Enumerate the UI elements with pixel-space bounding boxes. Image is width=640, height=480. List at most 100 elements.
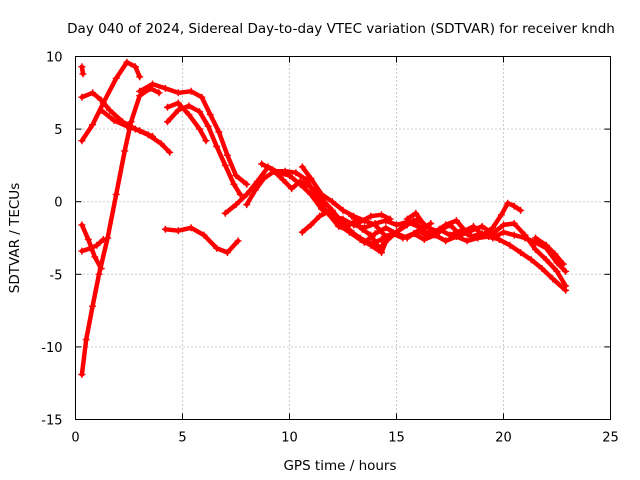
data-point: [378, 236, 385, 243]
data-point: [91, 253, 99, 261]
y-tick-label: -10: [41, 341, 62, 356]
series-track-9: [164, 102, 244, 198]
data-point: [78, 371, 86, 378]
series-line: [300, 209, 433, 251]
data-point: [84, 236, 92, 243]
data-point: [243, 180, 251, 188]
data-point: [378, 249, 385, 256]
data-point: [123, 58, 131, 66]
data-point: [307, 175, 315, 182]
data-point: [78, 247, 86, 255]
series-track-11: [161, 224, 242, 256]
data-point: [324, 208, 332, 216]
data-point: [97, 265, 105, 272]
data-point: [307, 221, 315, 229]
data-point: [418, 225, 426, 233]
data-point: [78, 221, 86, 229]
data-point: [358, 225, 366, 233]
data-point: [243, 190, 251, 198]
data-point: [495, 236, 503, 243]
data-point: [457, 231, 465, 239]
series-line: [259, 161, 568, 289]
data-point: [538, 265, 546, 272]
data-point: [367, 231, 375, 239]
data-point: [187, 87, 195, 95]
data-point: [427, 220, 435, 227]
data-point: [296, 177, 304, 185]
y-tick-label: 0: [54, 196, 62, 211]
y-tick-label: 10: [46, 51, 63, 66]
data-point: [110, 116, 118, 124]
data-point: [127, 118, 135, 126]
data-point: [553, 267, 561, 275]
data-point: [79, 70, 87, 78]
data-point: [149, 132, 156, 140]
data-point: [236, 190, 244, 198]
data-point: [196, 108, 204, 116]
data-point: [442, 221, 450, 229]
data-point: [510, 231, 518, 239]
data-point: [174, 89, 182, 97]
data-point: [500, 228, 507, 236]
series-line: [137, 81, 249, 187]
data-point: [510, 202, 518, 210]
data-point: [136, 87, 144, 95]
data-point: [348, 212, 356, 220]
data-point: [521, 231, 529, 239]
data-point: [403, 215, 411, 223]
data-point: [202, 137, 210, 145]
data-point: [149, 80, 156, 88]
data-point: [234, 237, 242, 245]
data-point: [251, 186, 259, 194]
data-point: [196, 125, 204, 133]
data-point: [414, 227, 422, 235]
data-point: [356, 218, 364, 226]
series-track-6: [78, 236, 107, 255]
data-point: [328, 198, 336, 206]
data-point: [562, 267, 570, 275]
series-track-17: [335, 221, 392, 256]
data-point: [78, 63, 86, 71]
series-track-19: [403, 199, 525, 239]
data-point: [213, 143, 221, 150]
data-point: [243, 201, 251, 209]
series-track-1: [78, 58, 144, 145]
data-point: [371, 230, 379, 238]
data-point: [384, 233, 392, 240]
plot-frame: [75, 56, 611, 420]
data-point: [474, 234, 482, 242]
series-line: [163, 225, 241, 255]
series-track-4: [78, 63, 87, 78]
data-point: [412, 209, 420, 217]
data-point: [420, 236, 428, 243]
data-point: [97, 106, 105, 114]
data-point: [78, 137, 86, 145]
data-point: [393, 221, 400, 229]
data-point: [279, 176, 287, 184]
data-point: [442, 237, 450, 245]
data-point: [131, 63, 139, 71]
data-point: [527, 256, 535, 264]
data-point: [562, 282, 570, 290]
series-track-10: [164, 99, 210, 145]
data-point: [410, 217, 418, 225]
data-point: [542, 256, 550, 264]
series-track-20: [532, 234, 567, 268]
data-point: [112, 74, 120, 82]
data-point: [367, 241, 375, 249]
data-point: [542, 241, 550, 249]
data-point: [339, 206, 347, 214]
data-point: [367, 212, 375, 220]
data-point: [87, 244, 94, 252]
series-line: [165, 103, 243, 197]
data-point: [164, 118, 171, 126]
data-point: [288, 185, 296, 193]
data-point: [500, 221, 507, 229]
data-point: [258, 160, 266, 168]
data-point: [204, 122, 212, 130]
data-point: [104, 234, 112, 242]
data-point: [506, 241, 514, 249]
data-point: [489, 224, 497, 232]
data-point: [333, 215, 341, 223]
x-tick-label: 15: [388, 431, 405, 446]
